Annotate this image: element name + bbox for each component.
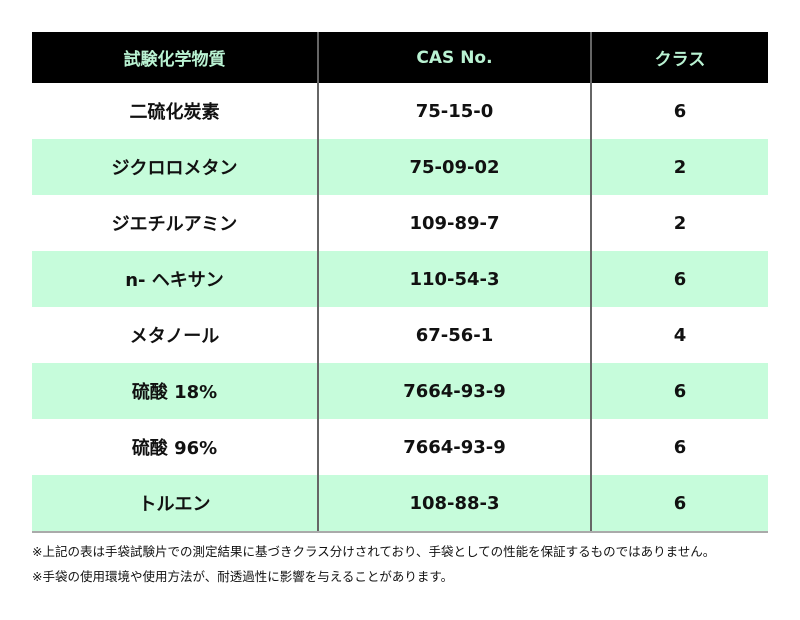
cas-number: 110-54-3 <box>317 251 591 307</box>
header-cas: CAS No. <box>317 32 591 83</box>
chemical-name: メタノール <box>129 326 220 347</box>
class-value: 2 <box>590 139 768 195</box>
class-value: 4 <box>590 307 768 363</box>
cas-number: 75-15-0 <box>317 83 591 139</box>
class-value: 6 <box>590 83 768 139</box>
cas-number: 67-56-1 <box>317 307 591 363</box>
table-row: ジクロロメタン 75-09-02 2 <box>32 139 768 195</box>
class-value: 6 <box>590 475 768 533</box>
cas-number: 7664-93-9 <box>317 419 591 475</box>
chemical-name: トルエン <box>32 475 318 533</box>
header-row: 試験化学物質 CAS No. クラス <box>32 32 768 83</box>
chemical-name: 硫酸 18% <box>32 363 318 419</box>
header-class: クラス <box>590 32 768 83</box>
class-value: 6 <box>590 419 768 475</box>
table-row: トルエン 108-88-3 6 <box>32 475 768 533</box>
table-row: 二硫化炭素 75-15-0 6 <box>32 83 768 139</box>
table-row: 硫酸 18% 7664-93-9 6 <box>32 363 768 419</box>
cas-number: 75-09-02 <box>317 139 591 195</box>
cas-number: 108-88-3 <box>317 475 591 533</box>
cas-number: 109-89-7 <box>317 195 591 251</box>
class-value: 2 <box>590 195 768 251</box>
chemical-name: 硫酸 96% <box>131 438 218 459</box>
footnote-2: ※手袋の使用環境や使用方法が、耐透過性に影響を与えることがあります。 <box>32 569 454 584</box>
table-row: n- ヘキサン 110-54-3 6 <box>32 251 768 307</box>
header-chemical: 試験化学物質 <box>32 32 318 83</box>
table-row: ジエチルアミン 109-89-7 2 <box>32 195 768 251</box>
chemical-resistance-table: 試験化学物質 CAS No. クラス 二硫化炭素 75-15-0 6 ジクロロメタン 7… <box>32 32 768 533</box>
chemical-name: 二硫化炭素 <box>129 102 220 123</box>
cas-number: 7664-93-9 <box>317 363 591 419</box>
chemical-name: ジクロロメタン <box>32 139 318 195</box>
chemical-name: ジエチルアミン <box>111 214 238 235</box>
class-value: 6 <box>590 251 768 307</box>
table-row: メタノール 67-56-1 4 <box>32 307 768 363</box>
table-row: 硫酸 96% 7664-93-9 6 <box>32 419 768 475</box>
footnote-1: ※上記の表は手袋試験片での測定結果に基づきクラス分けされており、手袋としての性能… <box>32 544 716 559</box>
class-value: 6 <box>590 363 768 419</box>
chemical-name: n- ヘキサン <box>32 251 318 307</box>
